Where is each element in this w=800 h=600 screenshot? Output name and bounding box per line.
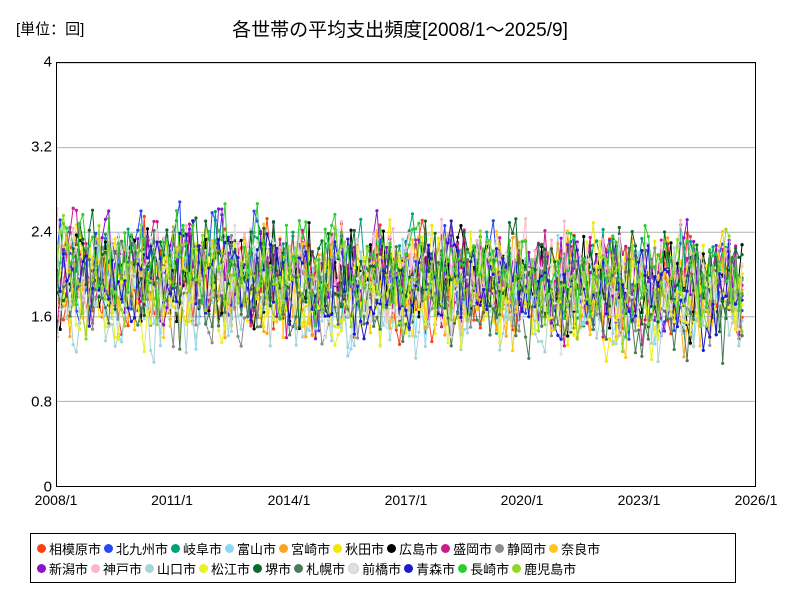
legend-label: 富山市 <box>237 541 277 557</box>
legend-label: 北九州市 <box>116 541 169 557</box>
legend-row-1: 相模原市 北九州市 岐阜市 富山市 宮崎市 秋田市 広島市 盛岡市 静岡市 奈良市 <box>35 538 731 558</box>
legend-item-堺市[interactable]: 堺市 <box>253 558 291 578</box>
legend-label: 相模原市 <box>49 541 102 557</box>
legend-label: 宮崎市 <box>291 541 331 557</box>
legend-item-富山市[interactable]: 富山市 <box>225 538 276 558</box>
legend-item-新潟市[interactable]: 新潟市 <box>37 558 88 578</box>
legend-item-奈良市[interactable]: 奈良市 <box>549 538 600 558</box>
legend-marker-icon <box>37 563 46 573</box>
legend-label: 広島市 <box>399 541 439 557</box>
x-tick-0: 2008/1 <box>34 492 78 508</box>
legend-marker-icon <box>404 563 414 573</box>
legend-label: 新潟市 <box>49 561 89 577</box>
legend-label: 青森市 <box>416 561 456 577</box>
legend-label: 堺市 <box>265 561 292 577</box>
x-tick-2: 2014/1 <box>267 492 311 508</box>
series-plot <box>57 63 755 402</box>
legend-marker-icon <box>279 543 289 553</box>
chart-legend: 相模原市 北九州市 岐阜市 富山市 宮崎市 秋田市 広島市 盛岡市 静岡市 奈良市 新潟市 神戸市山… <box>30 533 736 583</box>
legend-marker-icon <box>512 563 522 573</box>
legend-item-鹿児島市[interactable]: 鹿児島市 <box>512 558 576 578</box>
legend-item-神戸市[interactable]: 神戸市 <box>91 558 142 578</box>
legend-item-札幌市[interactable]: 札幌市 <box>294 558 345 578</box>
legend-item-静岡市[interactable]: 静岡市 <box>495 538 546 558</box>
legend-row-2: 新潟市 神戸市 山口市 松江市 堺市 札幌市 前橋市 青森市 長崎市 鹿児島市 <box>35 558 731 578</box>
legend-marker-icon <box>458 563 468 573</box>
legend-marker-icon <box>495 543 505 553</box>
chart-title: 各世帯の平均支出頻度[2008/1～2025/9] <box>232 20 568 41</box>
legend-item-青森市[interactable]: 青森市 <box>404 558 455 578</box>
legend-label: 札幌市 <box>306 561 346 577</box>
legend-label: 岐阜市 <box>183 541 223 557</box>
legend-label: 山口市 <box>157 561 197 577</box>
legend-marker-icon <box>145 563 155 573</box>
y-tick-4: 3.2 <box>31 138 52 156</box>
x-tick-1: 2011/1 <box>151 492 193 508</box>
legend-marker-icon <box>91 563 101 573</box>
legend-item-前橋市[interactable]: 前橋市 <box>348 558 401 578</box>
legend-item-広島市[interactable]: 広島市 <box>387 538 438 558</box>
legend-item-相模原市[interactable]: 相模原市 <box>37 538 101 558</box>
y-tick-3: 2.4 <box>31 223 52 241</box>
legend-item-山口市[interactable]: 山口市 <box>145 558 196 578</box>
legend-item-長崎市[interactable]: 長崎市 <box>458 558 509 578</box>
legend-marker-icon <box>253 563 263 573</box>
legend-marker-icon <box>225 543 235 553</box>
legend-item-宮崎市[interactable]: 宮崎市 <box>279 538 330 558</box>
legend-marker-icon <box>348 562 360 574</box>
legend-marker-icon <box>294 563 304 573</box>
legend-marker-icon <box>37 543 46 553</box>
y-tick-0: 0 <box>43 478 52 496</box>
legend-label: 長崎市 <box>470 561 510 577</box>
y-tick-2: 1.6 <box>31 308 52 326</box>
legend-label: 神戸市 <box>103 561 143 577</box>
x-tick-3: 2017/1 <box>384 492 428 508</box>
legend-marker-icon <box>171 543 181 553</box>
legend-marker-icon <box>199 563 209 573</box>
y-tick-1: 0.8 <box>31 393 52 411</box>
legend-label: 秋田市 <box>345 541 385 557</box>
x-tick-6: 2026/1 <box>734 492 778 508</box>
legend-marker-icon <box>104 543 114 553</box>
legend-label: 前橋市 <box>362 561 402 577</box>
legend-marker-icon <box>549 543 559 553</box>
unit-label: [単位：回] <box>16 21 85 38</box>
legend-item-北九州市[interactable]: 北九州市 <box>104 538 168 558</box>
y-tick-5: 4 <box>43 53 52 71</box>
legend-label: 鹿児島市 <box>524 561 577 577</box>
legend-item-盛岡市[interactable]: 盛岡市 <box>441 538 492 558</box>
legend-label: 静岡市 <box>507 541 547 557</box>
plot-area <box>56 62 756 487</box>
legend-marker-icon <box>333 543 343 553</box>
series-markers-鹿児島市 <box>57 213 744 354</box>
legend-label: 松江市 <box>211 561 251 577</box>
legend-marker-icon <box>441 543 451 553</box>
legend-marker-icon <box>387 543 397 553</box>
legend-item-岐阜市[interactable]: 岐阜市 <box>171 538 222 558</box>
legend-label: 盛岡市 <box>453 541 493 557</box>
x-tick-5: 2023/1 <box>617 492 661 508</box>
x-tick-4: 2020/1 <box>500 492 544 508</box>
legend-item-松江市[interactable]: 松江市 <box>199 558 250 578</box>
legend-label: 奈良市 <box>561 541 601 557</box>
legend-item-秋田市[interactable]: 秋田市 <box>333 538 384 558</box>
